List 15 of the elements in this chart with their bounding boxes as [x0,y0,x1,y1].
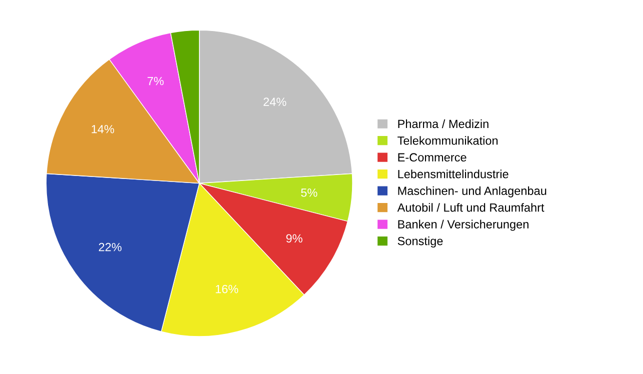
data-label: 22% [98,242,122,252]
data-label: 9% [286,234,302,243]
legend-label: Maschinen- und Anlagenbau [398,186,546,198]
legend-label: Pharma / Medizin [398,119,488,128]
data-label: 24% [264,98,286,106]
data-label: 7% [148,76,164,86]
legend-label: Banken / Versicherungen [398,220,528,231]
legend-label: Lebensmittelindustrie [398,170,508,178]
legend-label: Sonstige [398,236,443,248]
data-label: 14% [92,124,114,134]
legend-label: Telekommunikation [398,136,498,145]
legend-label: E-Commerce [398,153,466,162]
data-label: 5% [301,188,318,197]
legend-label: Autobil / Luft und Raumfahrt [397,203,544,212]
data-label: 16% [216,284,238,294]
